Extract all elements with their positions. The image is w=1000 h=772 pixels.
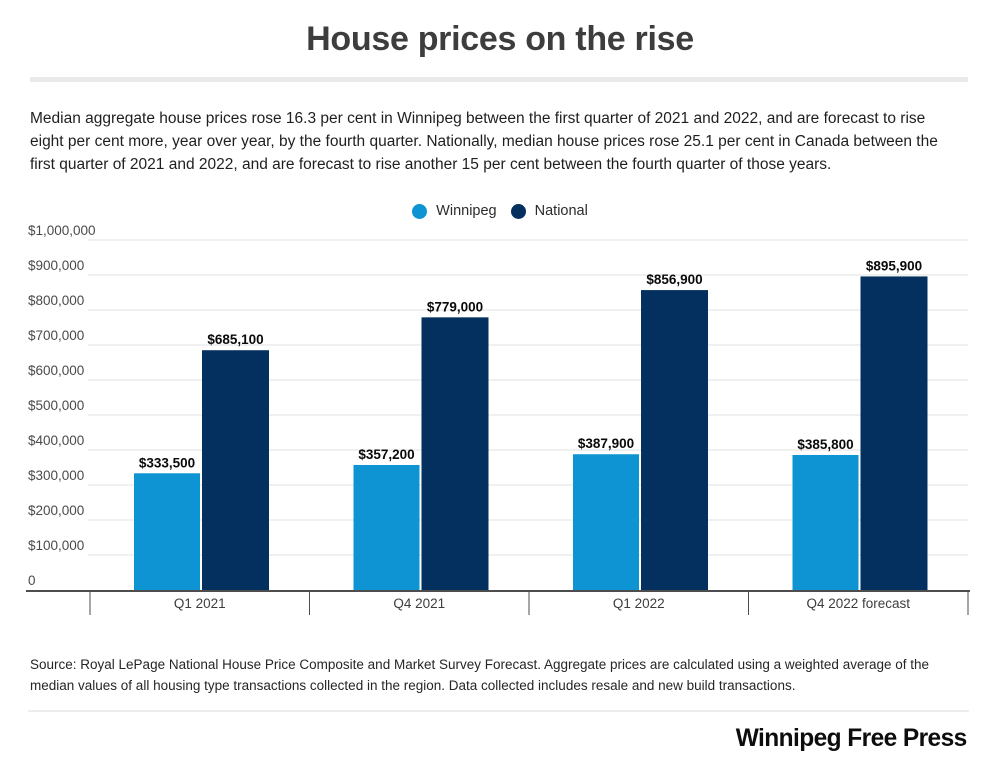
national-legend-dot-icon: [510, 203, 526, 219]
footer-divider: [28, 710, 969, 712]
data-label: $333,500: [139, 455, 195, 470]
bar-winnipeg-q4-2021: [353, 464, 420, 590]
x-axis-category-label: Q4 2021: [393, 596, 445, 611]
y-axis-label: $600,000: [28, 363, 84, 378]
y-axis-label: $900,000: [28, 258, 84, 273]
y-axis-label: $700,000: [28, 328, 84, 343]
y-axis-label: $300,000: [28, 468, 84, 483]
bar-winnipeg-q1-2022: [573, 454, 639, 590]
x-axis-category-label: Q4 2022 forecast: [806, 596, 910, 611]
data-label: $856,900: [646, 272, 702, 287]
legend-item-national: National: [510, 203, 588, 219]
legend-item-winnipeg: Winnipeg: [412, 203, 497, 219]
bar-national-q4-2022-forecast: [860, 276, 928, 590]
data-label: $387,900: [578, 436, 634, 451]
y-axis-label: $100,000: [28, 538, 84, 553]
y-axis-label: $1,000,000: [28, 223, 96, 238]
legend-label-winnipeg: Winnipeg: [436, 203, 497, 219]
bar-national-q4-2021: [421, 317, 489, 590]
data-label: $779,000: [427, 299, 483, 314]
bar-winnipeg-q1-2021: [134, 473, 200, 590]
title-divider: [30, 77, 968, 82]
y-axis-label: $500,000: [28, 398, 84, 413]
intro-text: Median aggregate house prices rose 16.3 …: [30, 110, 938, 173]
y-axis-label: 0: [28, 573, 36, 588]
brand-logo: Winnipeg Free Press: [736, 724, 968, 752]
x-axis-category-label: Q1 2021: [174, 596, 226, 611]
x-axis-category-label: Q1 2022: [613, 596, 665, 611]
bar-national-q1-2022: [641, 290, 708, 590]
bar-national-q1-2021: [202, 350, 269, 590]
y-axis-label: $400,000: [28, 433, 84, 448]
bar-winnipeg-q4-2022-forecast: [792, 454, 859, 590]
y-axis-label: $800,000: [28, 293, 84, 308]
data-label: $685,100: [207, 332, 263, 347]
legend-label-national: National: [534, 203, 588, 219]
grouped-bar-chart: 0 $100,000 $200,000 $300,000 $400,000 $500,00…: [26, 223, 970, 615]
chart-legend: Winnipeg National: [0, 203, 1000, 219]
page-title: House prices on the rise: [306, 20, 694, 58]
source-text: Source: Royal LePage National House Pric…: [30, 657, 930, 693]
data-label: $385,800: [797, 437, 853, 452]
data-label: $357,200: [358, 447, 414, 462]
y-axis-label: $200,000: [28, 503, 84, 518]
winnipeg-legend-dot-icon: [412, 203, 428, 219]
data-label: $895,900: [866, 258, 922, 273]
